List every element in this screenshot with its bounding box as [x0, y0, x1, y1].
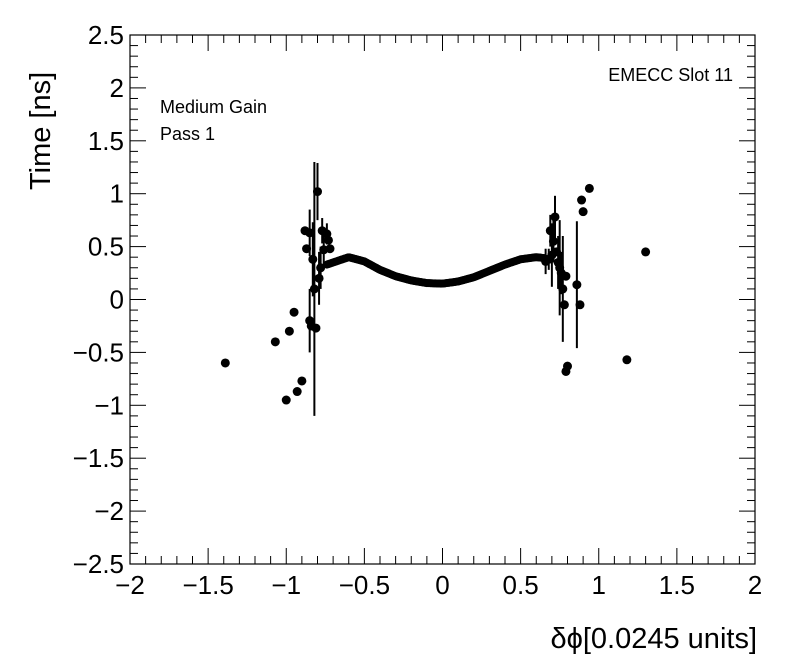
data-point [316, 263, 326, 273]
data-point [292, 387, 302, 397]
data-point [314, 273, 324, 283]
error-bars [308, 161, 578, 416]
data-point [297, 376, 307, 386]
y-tick-label: 1 [110, 179, 124, 209]
x-tick-label: −0.5 [339, 570, 390, 600]
data-point [641, 247, 651, 257]
data-point [325, 244, 335, 254]
annotation-pass: Pass 1 [160, 124, 215, 144]
data-point [281, 395, 291, 405]
data-point [584, 183, 594, 193]
data-point [289, 307, 299, 317]
data-point [558, 284, 568, 294]
data-point [548, 236, 558, 246]
x-tick-label: 1.5 [659, 570, 695, 600]
data-point [552, 247, 562, 257]
data-point [323, 235, 333, 245]
data-point [302, 244, 312, 254]
x-tick-label: 2 [748, 570, 762, 600]
y-tick-label: 1.5 [88, 126, 124, 156]
x-tick-label: 0 [435, 570, 449, 600]
x-axis-label: δϕ[0.0245 units] [550, 623, 757, 655]
y-tick-label: 2.5 [88, 20, 124, 50]
data-point [578, 207, 588, 217]
y-tick-labels: −2.5 −2 −1.5 −1 −0.5 0 0.5 1 1.5 2 2.5 [73, 20, 124, 579]
data-point [270, 337, 280, 347]
y-tick-label: −0.5 [73, 337, 124, 367]
y-tick-label: −1 [94, 390, 124, 420]
y-tick-label: −2 [94, 496, 124, 526]
annotation-slot: EMECC Slot 11 [608, 65, 733, 85]
x-tick-label: −1 [271, 570, 301, 600]
x-tick-label: 0.5 [503, 570, 539, 600]
x-tick-labels: −2 −1.5 −1 −0.5 0 0.5 1 1.5 2 [115, 570, 762, 600]
data-point [309, 284, 319, 294]
data-point [577, 195, 587, 205]
data-point [559, 300, 569, 310]
y-tick-label: 0.5 [88, 232, 124, 262]
data-point [308, 254, 318, 264]
data-points [220, 183, 651, 405]
y-tick-label: 0 [110, 285, 124, 315]
y-axis-label: Time [ns] [25, 72, 57, 190]
x-tick-label: 1 [592, 570, 606, 600]
y-tick-label: −2.5 [73, 549, 124, 579]
data-point [545, 226, 555, 236]
dense-data-band [322, 253, 549, 288]
data-point [305, 228, 315, 238]
data-point [622, 355, 632, 365]
data-point [563, 361, 572, 371]
data-point [311, 323, 321, 333]
data-point [284, 326, 294, 336]
x-tick-label: −1.5 [182, 570, 233, 600]
data-point [313, 187, 322, 197]
data-point [575, 300, 585, 310]
y-tick-label: −1.5 [73, 443, 124, 473]
axis-ticks [129, 34, 756, 565]
y-tick-label: 2 [110, 73, 124, 103]
data-point [220, 358, 230, 368]
data-point [550, 212, 560, 222]
annotation-medium-gain: Medium Gain [160, 97, 267, 117]
data-point [572, 280, 582, 290]
x-tick-label: −2 [115, 570, 145, 600]
data-point [561, 271, 571, 281]
